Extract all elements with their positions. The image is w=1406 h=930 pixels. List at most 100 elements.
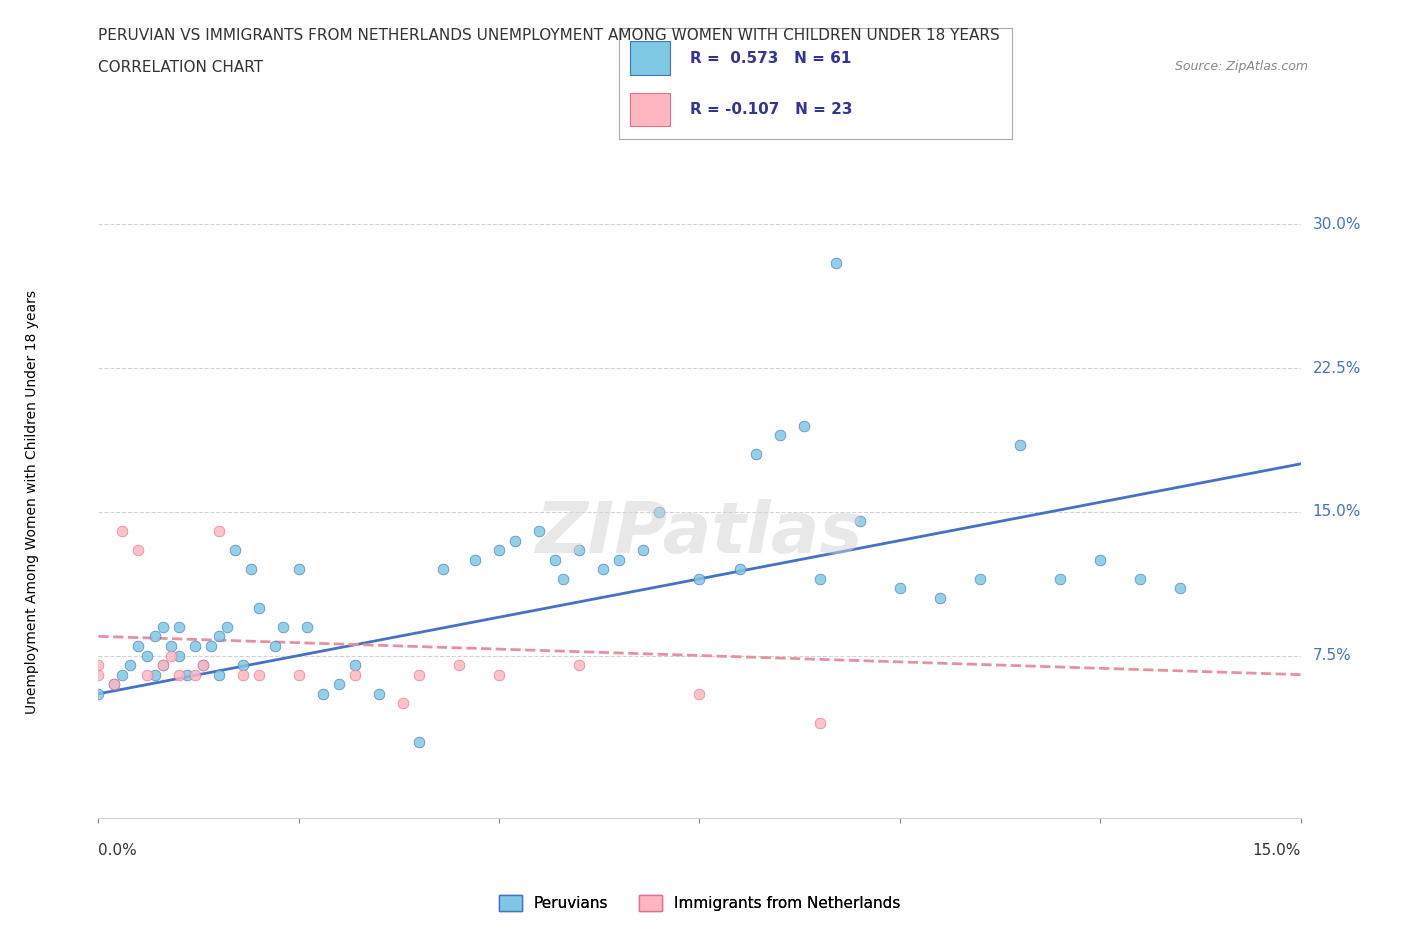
- Point: [159, 648, 181, 663]
- Text: Unemployment Among Women with Children Under 18 years: Unemployment Among Women with Children U…: [25, 290, 39, 714]
- Point: [152, 658, 174, 672]
- Point: [87, 686, 110, 701]
- Point: [183, 639, 205, 654]
- Point: [224, 543, 246, 558]
- Point: [200, 639, 222, 654]
- Point: [793, 418, 815, 433]
- Point: [392, 696, 415, 711]
- Point: [849, 514, 872, 529]
- Legend: Peruvians, Immigrants from Netherlands: Peruvians, Immigrants from Netherlands: [492, 889, 907, 918]
- Point: [488, 667, 510, 682]
- Point: [208, 629, 231, 644]
- Point: [103, 677, 125, 692]
- Point: [143, 667, 166, 682]
- Point: [568, 543, 591, 558]
- Point: [247, 667, 270, 682]
- Point: [688, 686, 710, 701]
- Point: [1010, 437, 1032, 452]
- Point: [167, 619, 190, 634]
- Point: [464, 552, 486, 567]
- Point: [208, 667, 231, 682]
- Point: [232, 658, 254, 672]
- Point: [529, 524, 551, 538]
- Point: [503, 533, 526, 548]
- Point: [648, 504, 671, 519]
- Point: [633, 543, 655, 558]
- Text: 15.0%: 15.0%: [1253, 844, 1301, 858]
- Point: [408, 667, 430, 682]
- Point: [592, 562, 614, 577]
- Point: [609, 552, 631, 567]
- Text: R = -0.107   N = 23: R = -0.107 N = 23: [689, 102, 852, 117]
- Point: [232, 667, 254, 682]
- Point: [247, 600, 270, 615]
- Point: [263, 639, 285, 654]
- Point: [544, 552, 567, 567]
- Point: [152, 619, 174, 634]
- Point: [191, 658, 214, 672]
- Point: [447, 658, 470, 672]
- Point: [167, 667, 190, 682]
- Point: [808, 715, 831, 730]
- Point: [295, 619, 318, 634]
- Point: [159, 639, 181, 654]
- Point: [143, 629, 166, 644]
- Text: 30.0%: 30.0%: [1313, 217, 1361, 232]
- Point: [111, 524, 134, 538]
- Point: [553, 571, 575, 586]
- Point: [768, 428, 790, 443]
- Point: [239, 562, 262, 577]
- Text: R =  0.573   N = 61: R = 0.573 N = 61: [689, 50, 851, 65]
- Point: [824, 255, 846, 270]
- Point: [969, 571, 991, 586]
- FancyBboxPatch shape: [630, 41, 669, 74]
- Point: [432, 562, 454, 577]
- Point: [135, 648, 157, 663]
- Point: [135, 667, 157, 682]
- Point: [488, 543, 510, 558]
- Text: 15.0%: 15.0%: [1313, 504, 1361, 519]
- Point: [208, 524, 231, 538]
- Point: [120, 658, 142, 672]
- Point: [191, 658, 214, 672]
- Point: [183, 667, 205, 682]
- Point: [288, 667, 311, 682]
- Point: [288, 562, 311, 577]
- Point: [808, 571, 831, 586]
- Point: [1170, 581, 1192, 596]
- Point: [312, 686, 335, 701]
- Point: [688, 571, 710, 586]
- Point: [1049, 571, 1071, 586]
- Point: [103, 677, 125, 692]
- Text: 7.5%: 7.5%: [1313, 648, 1351, 663]
- Text: CORRELATION CHART: CORRELATION CHART: [98, 60, 263, 75]
- Point: [328, 677, 350, 692]
- Point: [111, 667, 134, 682]
- Point: [1088, 552, 1111, 567]
- Point: [176, 667, 198, 682]
- Point: [167, 648, 190, 663]
- Point: [728, 562, 751, 577]
- Point: [271, 619, 294, 634]
- Point: [87, 658, 110, 672]
- Text: ZIPatlas: ZIPatlas: [536, 499, 863, 568]
- Point: [889, 581, 911, 596]
- Point: [128, 639, 150, 654]
- Text: Source: ZipAtlas.com: Source: ZipAtlas.com: [1174, 60, 1308, 73]
- Point: [408, 735, 430, 750]
- Point: [152, 658, 174, 672]
- Point: [343, 667, 366, 682]
- Text: 22.5%: 22.5%: [1313, 361, 1361, 376]
- Point: [128, 543, 150, 558]
- Point: [744, 446, 766, 461]
- Point: [568, 658, 591, 672]
- Point: [215, 619, 238, 634]
- FancyBboxPatch shape: [630, 93, 669, 126]
- Point: [368, 686, 391, 701]
- Point: [87, 667, 110, 682]
- Text: PERUVIAN VS IMMIGRANTS FROM NETHERLANDS UNEMPLOYMENT AMONG WOMEN WITH CHILDREN U: PERUVIAN VS IMMIGRANTS FROM NETHERLANDS …: [98, 28, 1000, 43]
- Point: [1129, 571, 1152, 586]
- Point: [929, 591, 952, 605]
- Point: [343, 658, 366, 672]
- Text: 0.0%: 0.0%: [98, 844, 138, 858]
